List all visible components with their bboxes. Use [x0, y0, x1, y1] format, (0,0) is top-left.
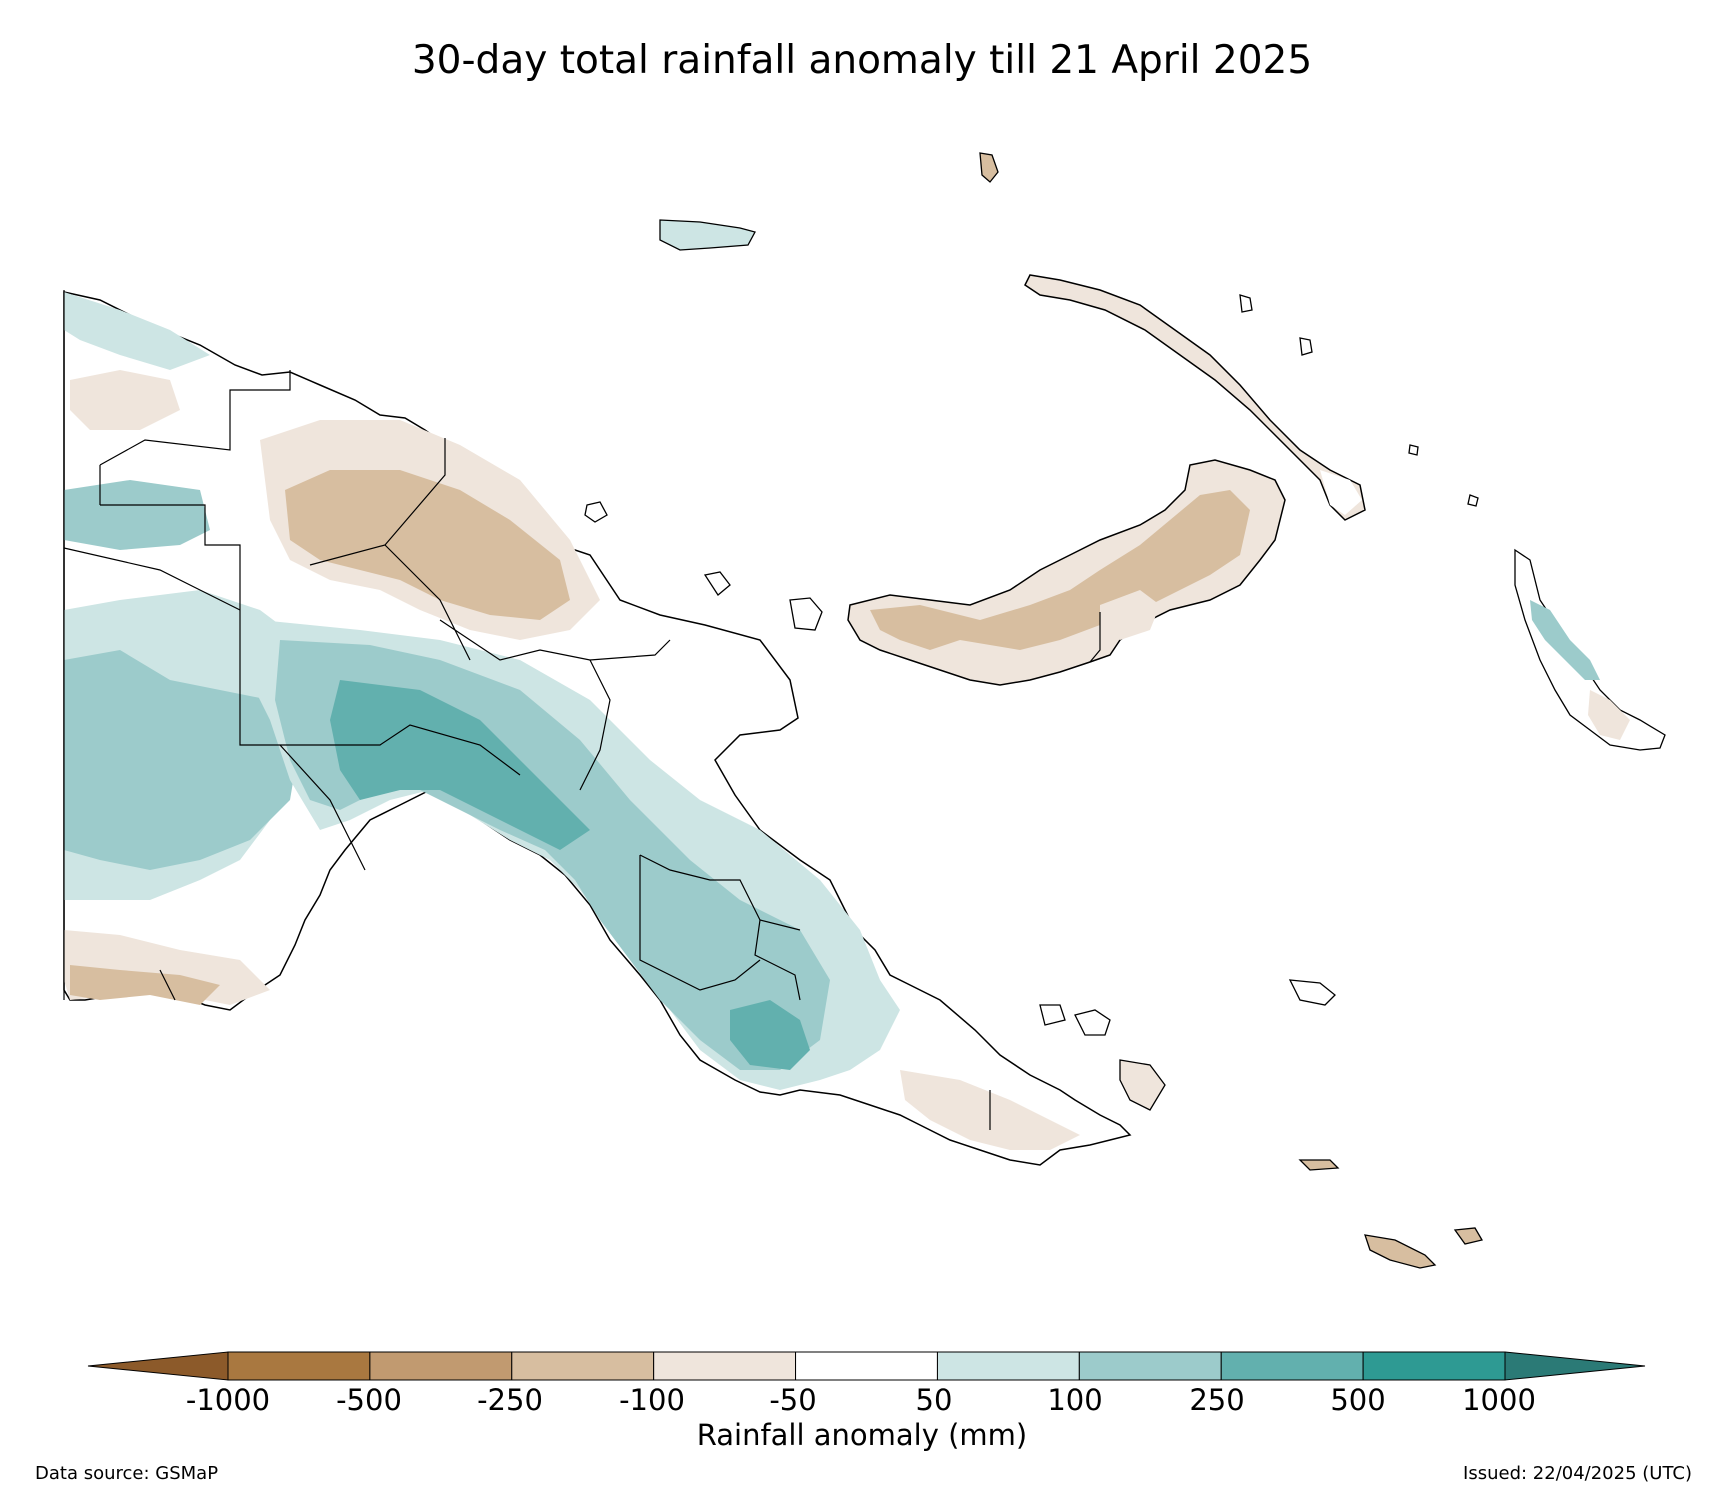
colorbar-bin: [1078, 1351, 1222, 1381]
long-island: [789, 597, 823, 631]
wet-mid-northwest: [64, 480, 210, 550]
map-title: 30-day total rainfall anomaly till 21 Ap…: [411, 38, 1313, 83]
new-ireland-white: [1320, 470, 1362, 515]
colorbar-bin: [369, 1351, 513, 1381]
bougainville: [1514, 548, 1666, 751]
lihir-island: [1239, 294, 1253, 313]
new-britain-boundary: [1089, 612, 1101, 663]
colorbar-bin: [1220, 1351, 1364, 1381]
new-britain-dry-strong: [870, 490, 1250, 650]
goodenough-island: [1039, 1004, 1066, 1026]
feni-island: [1467, 494, 1479, 507]
new-ireland: [1024, 274, 1366, 521]
woodlark-island: [1288, 979, 1336, 1006]
colorbar-bin: [227, 1351, 371, 1381]
karkar-island: [584, 501, 608, 523]
colorbar-bin: [511, 1351, 655, 1381]
colorbar-tick: -100: [619, 1383, 685, 1417]
colorbar-tick: -1000: [185, 1383, 271, 1417]
colorbar-bin: [936, 1351, 1080, 1381]
wet-strong-central: [330, 680, 590, 850]
colorbar-tick: 500: [1330, 1383, 1386, 1417]
colorbar-tick: 100: [1047, 1383, 1103, 1417]
umboi-island: [703, 571, 731, 596]
wet-light-northwest: [64, 292, 210, 370]
colorbar-bin: [653, 1351, 797, 1381]
new-britain-inner-light: [1100, 590, 1160, 640]
issued-date: Issued: 22/04/2025 (UTC): [1463, 1463, 1692, 1484]
wet-strong-southeast: [730, 1000, 810, 1070]
fergusson-island: [1074, 1009, 1111, 1036]
sudest-island: [1453, 1227, 1484, 1245]
bougainville-wet: [1530, 600, 1600, 680]
wet-mid-west: [64, 650, 300, 870]
dry-strong-north: [285, 470, 570, 620]
tabar-island: [1299, 337, 1313, 356]
manus-island: [659, 219, 756, 251]
new-britain: [847, 459, 1286, 686]
colorbar-tick: -250: [477, 1383, 543, 1417]
colorbar-tick: -500: [336, 1383, 402, 1417]
nissan-island: [1408, 444, 1419, 456]
anomaly-shading: [64, 292, 1080, 1150]
colorbar: [87, 1351, 1646, 1381]
colorbar-bin: [1362, 1351, 1506, 1381]
colorbar-tick: -50: [769, 1383, 817, 1417]
north-island: [979, 152, 999, 183]
dry-strong-southwest: [70, 965, 220, 1005]
colorbar-bin: [795, 1351, 938, 1381]
dry-light-northwest: [70, 370, 180, 430]
misima-island: [1298, 1159, 1340, 1171]
colorbar-tick: 1000: [1462, 1383, 1536, 1417]
rossel-island: [1364, 1234, 1437, 1269]
bougainville-dry: [1588, 690, 1630, 740]
colorbar-extend-low: [87, 1351, 229, 1381]
normanby-island: [1119, 1059, 1166, 1111]
data-source: Data source: GSMaP: [35, 1463, 219, 1484]
province-boundaries: [63, 290, 991, 1130]
islands: [584, 152, 1666, 1269]
colorbar-tick: 250: [1189, 1383, 1245, 1417]
colorbar-label: Rainfall anomaly (mm): [696, 1418, 1028, 1452]
colorbar-extend-high: [1504, 1351, 1646, 1381]
colorbar-tick: 50: [915, 1383, 953, 1417]
colorbar-bins: [227, 1351, 1506, 1381]
